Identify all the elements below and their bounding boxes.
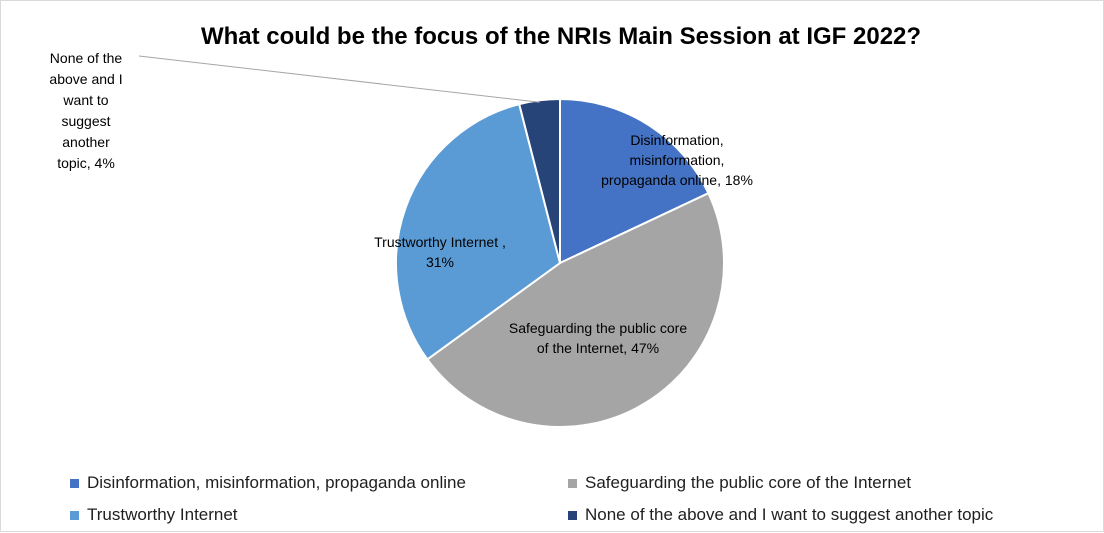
data-label-line: of the Internet, 47% xyxy=(536,340,660,356)
leader-line-none-of-the-above xyxy=(138,55,540,103)
data-label-line: suggest xyxy=(61,113,111,129)
data-label-line: Trustworthy Internet , xyxy=(374,234,506,250)
legend-label: None of the above and I want to suggest … xyxy=(585,505,994,524)
data-label-none-of-the-above: None of the above and I want to suggest anot… xyxy=(30,48,142,174)
data-label-line: Disinformation, xyxy=(630,132,724,148)
data-label-line: topic, 4% xyxy=(57,155,115,171)
pie-slice-safeguarding xyxy=(425,191,725,428)
legend-item-safeguarding: Safeguarding the public core of the Inte… xyxy=(568,473,911,493)
legend-swatch xyxy=(568,510,577,520)
legend-item-disinformation: Disinformation, misinformation, propagan… xyxy=(70,473,466,493)
data-label-line: want to xyxy=(63,92,109,108)
pie-slice-trustworthy xyxy=(395,102,562,361)
legend-label: Trustworthy Internet xyxy=(87,505,238,524)
data-label-line: 31% xyxy=(425,254,455,270)
chart-title: What could be the focus of the NRIs Main… xyxy=(200,23,922,50)
legend-label: Safeguarding the public core of the Inte… xyxy=(585,473,912,492)
data-label-line: misinformation, xyxy=(629,152,725,168)
data-label-safeguarding: Safeguarding the public core of the Inter… xyxy=(473,318,723,358)
data-label-line: another xyxy=(62,134,110,150)
legend-swatch xyxy=(568,478,577,488)
pie-slice-none-of-the-above xyxy=(517,97,561,264)
data-label-line: above and I xyxy=(49,71,123,87)
data-label-trustworthy: Trustworthy Internet , 31% xyxy=(370,232,510,272)
pie-slice-disinformation xyxy=(559,97,710,265)
data-label-disinformation: Disinformation, misinformation, propaganda… xyxy=(572,130,782,190)
legend-item-none-of-the-above: None of the above and I want to suggest … xyxy=(568,505,993,525)
legend-item-trustworthy: Trustworthy Internet xyxy=(70,505,238,525)
legend-swatch xyxy=(70,478,79,488)
legend-swatch xyxy=(70,510,79,520)
legend-label: Disinformation, misinformation, propagan… xyxy=(87,473,466,492)
data-label-line: Safeguarding the public core xyxy=(508,320,688,336)
data-label-line: None of the xyxy=(49,50,123,66)
data-label-line: propaganda online, 18% xyxy=(601,172,753,188)
